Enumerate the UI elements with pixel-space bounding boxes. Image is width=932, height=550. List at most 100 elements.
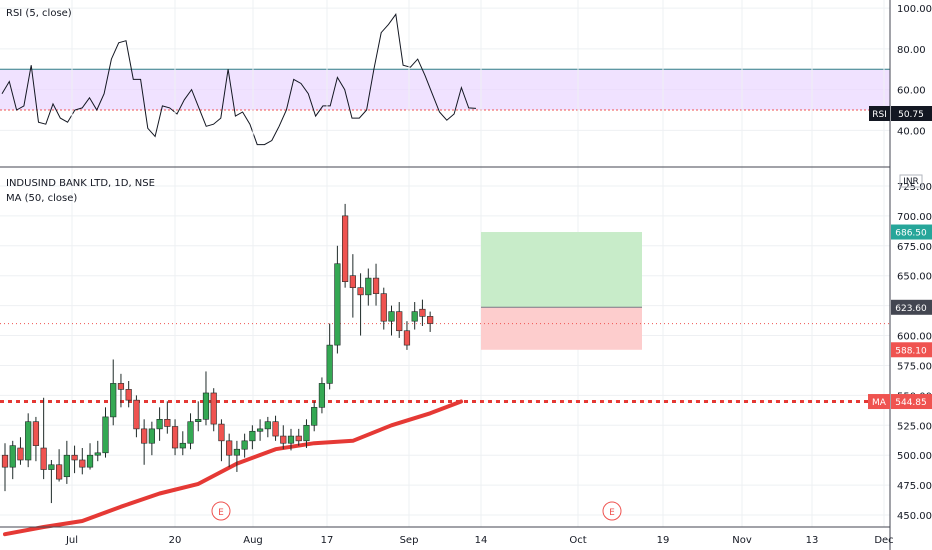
candle-body — [272, 421, 279, 437]
earnings-marker[interactable]: E — [211, 501, 231, 521]
candle-body — [40, 447, 47, 470]
ma-line — [3, 399, 464, 537]
time-tick-label: 17 — [321, 535, 334, 546]
time-tick-label: 13 — [806, 535, 819, 546]
time-tick-label: Aug — [243, 535, 263, 546]
candle-body — [218, 423, 225, 442]
rsi-badge-label: RSI — [872, 110, 887, 120]
ma-badge-tag — [868, 394, 890, 410]
candle-body — [427, 316, 434, 324]
candle — [334, 245, 341, 354]
earnings-marker[interactable]: E — [602, 501, 622, 521]
candle-body — [63, 454, 70, 478]
candle — [318, 377, 326, 414]
candle — [25, 413, 32, 468]
candle — [48, 459, 55, 504]
price-title: INDUSIND BANK LTD, 1D, NSE — [6, 178, 155, 189]
candle-body — [125, 389, 132, 401]
candle — [133, 395, 140, 438]
candle-body — [419, 308, 426, 317]
price-tick-label: 675.00 — [897, 242, 932, 253]
candle — [125, 381, 132, 408]
price-tick-label: 500.00 — [897, 451, 932, 462]
candle-body — [94, 452, 101, 456]
candle — [56, 449, 63, 482]
candle — [148, 421, 155, 456]
currency-box — [899, 174, 923, 188]
candle — [380, 287, 387, 330]
rsi-panel: RSI (5, close) — [0, 7, 890, 146]
candle-body — [334, 263, 341, 346]
candle — [264, 416, 271, 438]
candle-body — [280, 435, 287, 444]
candle — [241, 433, 248, 458]
rsi-axis[interactable]: 100.00 80.00 60.00 40.00 — [897, 4, 932, 137]
candle — [210, 388, 217, 432]
candle — [372, 263, 380, 306]
candle — [403, 321, 411, 350]
candle — [365, 268, 372, 306]
target-zone[interactable] — [481, 232, 642, 308]
ma-badge-label: MA — [872, 398, 887, 408]
candle-body — [71, 454, 78, 461]
price-tick-label: 600.00 — [897, 332, 932, 343]
candles — [1, 203, 434, 504]
target-value: 686.50 — [895, 229, 927, 239]
candle — [94, 440, 101, 462]
candle-body — [110, 383, 117, 418]
candle — [202, 371, 210, 426]
candle-body — [79, 459, 86, 468]
candle-body — [32, 421, 40, 446]
stop-badge: 588.10 — [891, 342, 932, 358]
candle — [156, 407, 163, 441]
candle — [102, 407, 109, 458]
candle — [171, 419, 179, 456]
earnings-circle — [211, 501, 231, 521]
candle-body — [303, 424, 310, 442]
candle — [388, 305, 395, 336]
price-tick-label: 450.00 — [897, 511, 932, 522]
candle — [427, 311, 434, 332]
stop-zone[interactable] — [481, 307, 642, 350]
candle — [195, 401, 202, 432]
rsi-badge-box — [891, 106, 932, 121]
candle-body — [86, 454, 94, 468]
entry-badge-box — [891, 299, 932, 315]
candle-body — [318, 383, 326, 408]
candle — [179, 431, 186, 456]
time-tick-label: Dec — [874, 535, 893, 546]
candle — [110, 359, 117, 426]
ma-badge-box — [891, 394, 932, 410]
rsi-tick-label: 40.00 — [897, 126, 926, 137]
candle-body — [48, 464, 55, 470]
candle-body — [156, 418, 163, 430]
price-tick-label: 475.00 — [897, 481, 932, 492]
time-axis[interactable]: Jul 20 Aug 17 Sep 14 Oct 19 Nov 13 Dec — [65, 535, 894, 546]
candle — [63, 440, 70, 484]
candle-body — [311, 407, 318, 426]
candle-body — [117, 383, 125, 390]
candle-body — [388, 311, 395, 322]
candle — [349, 254, 356, 318]
candle-body — [102, 416, 109, 454]
candle — [141, 419, 148, 465]
candle — [419, 299, 426, 326]
candle-body — [56, 464, 63, 480]
candle-body — [148, 428, 155, 444]
candle-body — [9, 445, 16, 468]
candle — [233, 440, 241, 472]
candle-body — [357, 287, 364, 296]
candle-body — [133, 399, 140, 430]
candle — [280, 425, 287, 450]
candle-body — [187, 421, 194, 444]
candle-body — [25, 421, 32, 461]
price-tick-label: 525.00 — [897, 421, 932, 432]
target-badge: 686.50 — [891, 224, 932, 240]
candle-body — [403, 330, 411, 346]
candle — [117, 373, 125, 408]
rsi-badge-tag — [869, 106, 890, 121]
candle-body — [342, 215, 349, 282]
target-badge-box — [891, 224, 932, 240]
earnings-label: E — [218, 508, 224, 518]
candle — [1, 443, 9, 492]
